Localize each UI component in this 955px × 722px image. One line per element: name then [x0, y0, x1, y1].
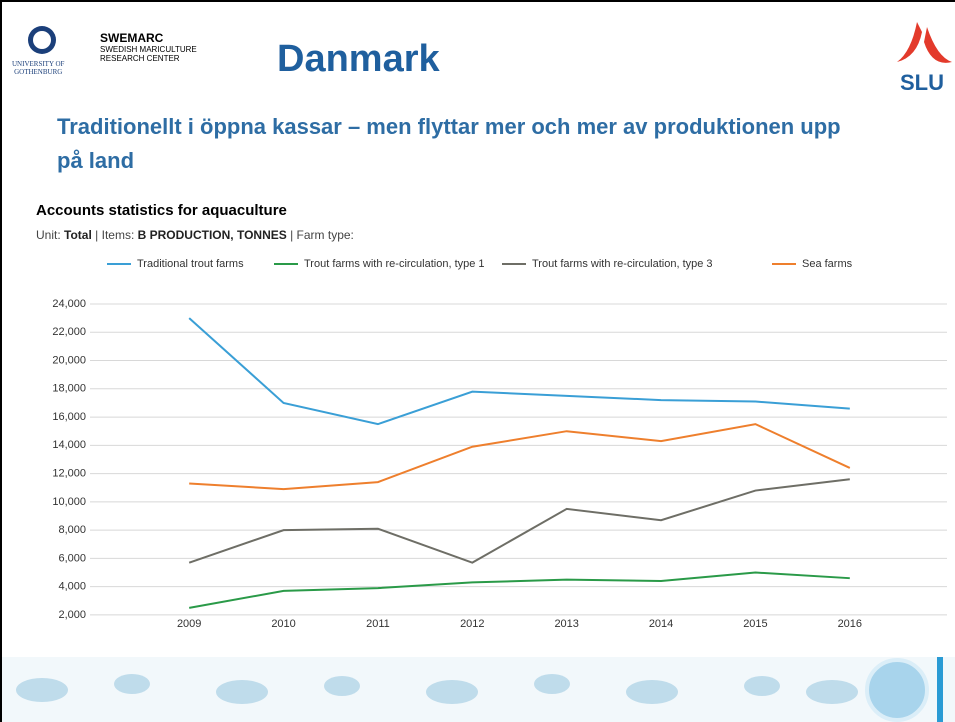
university-name: UNIVERSITY OF GOTHENBURG [12, 60, 64, 76]
info-value: B PRODUCTION, TONNES [137, 228, 287, 242]
slide-subtitle: Traditionellt i öppna kassar – men flytt… [57, 114, 841, 173]
info-label: | Items: [95, 228, 135, 242]
y-tick-label: 14,000 [52, 439, 86, 451]
swemarc-logo: SWEMARC SWEDISH MARICULTURE RESEARCH CEN… [100, 31, 197, 64]
legend-label: Sea farms [802, 258, 853, 270]
legend-label: Trout farms with re-circulation, type 3 [532, 258, 713, 270]
y-tick-label: 10,000 [52, 496, 86, 508]
y-tick-label: 22,000 [52, 326, 86, 338]
fork-icon [937, 657, 943, 722]
y-tick-label: 16,000 [52, 411, 86, 423]
info-label: Unit: [36, 228, 61, 242]
x-tick-label: 2010 [271, 618, 295, 630]
x-tick-label: 2016 [838, 618, 862, 630]
series-line [188, 478, 850, 564]
x-tick-label: 2009 [177, 618, 201, 630]
y-tick-label: 24,000 [52, 298, 86, 310]
y-tick-label: 8,000 [58, 524, 86, 536]
slide-title: Danmark [277, 38, 440, 80]
x-tick-label: 2011 [366, 618, 390, 630]
swemarc-line: RESEARCH CENTER [100, 54, 180, 63]
footer-band [2, 657, 955, 722]
chart: 2,000 4,000 6,000 8,000 10,000 12,000 14,000 16… [52, 258, 947, 630]
slu-mark [897, 22, 952, 63]
y-tick-label: 2,000 [58, 609, 86, 621]
x-tick-label: 2013 [554, 618, 578, 630]
y-tick-label: 6,000 [58, 552, 86, 564]
swemarc-name: SWEMARC [100, 31, 164, 45]
info-label: | Farm type: [290, 228, 354, 242]
x-tick-label: 2014 [649, 618, 673, 630]
series-line [189, 571, 850, 609]
y-tick-label: 20,000 [52, 354, 86, 366]
series-line [188, 317, 850, 426]
x-tick-label: 2015 [743, 618, 767, 630]
series-line [189, 423, 851, 491]
y-tick-label: 12,000 [52, 468, 86, 480]
legend-label: Traditional trout farms [137, 258, 244, 270]
info-value: Total [64, 228, 92, 242]
chart-info: Unit: Total | Items: B PRODUCTION, TONNE… [36, 228, 354, 242]
plate-icon [865, 658, 929, 722]
swemarc-line: SWEDISH MARICULTURE [100, 45, 197, 54]
university-line: GOTHENBURG [14, 68, 63, 76]
chart-title: Accounts statistics for aquaculture [36, 202, 287, 219]
footer-pattern [16, 674, 858, 704]
university-seal-inner [33, 31, 51, 49]
y-tick-label: 18,000 [52, 383, 86, 395]
x-tick-label: 2012 [460, 618, 484, 630]
y-tick-label: 4,000 [58, 581, 86, 593]
slu-logo-text: SLU [900, 70, 944, 95]
university-line: UNIVERSITY OF [12, 60, 65, 68]
legend-label: Trout farms with re-circulation, type 1 [304, 258, 485, 270]
